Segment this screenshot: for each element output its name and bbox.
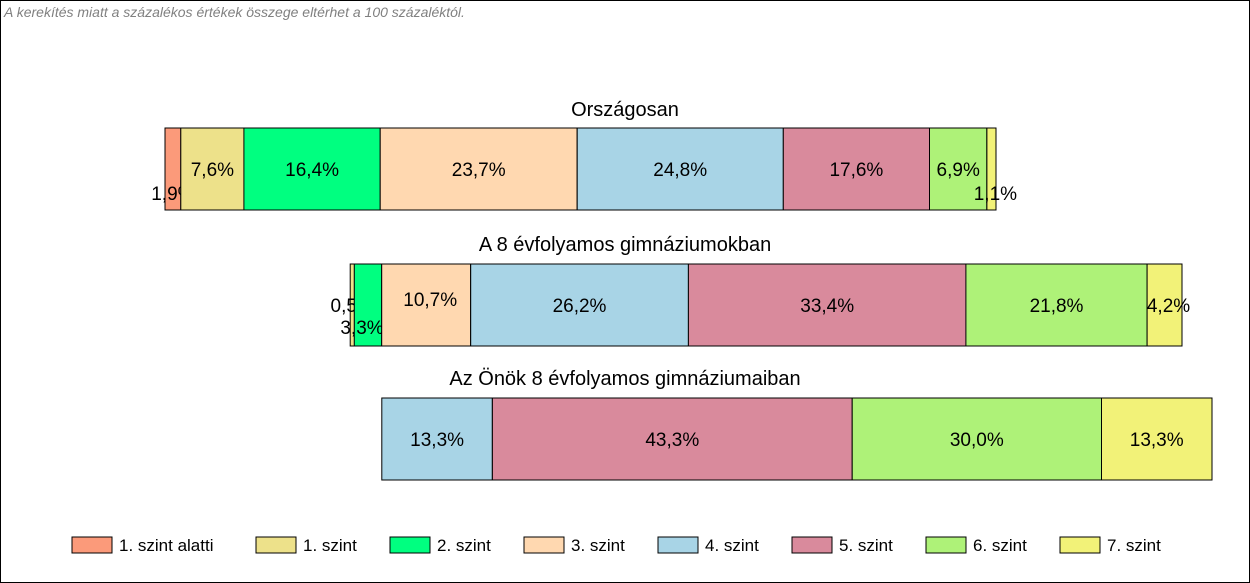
bar-segment — [782, 127, 931, 211]
bar-segment — [491, 397, 853, 481]
bar-segment — [687, 263, 967, 347]
data-label: 3,3% — [340, 318, 383, 339]
group-title: Az Önök 8 évfolyamos gimnáziumaiban — [449, 368, 800, 390]
legend-swatch — [1059, 536, 1101, 554]
legend: 1. szint alatti 1. szint 2. szint 3. szint 4… — [71, 536, 1161, 555]
data-label: 7,6% — [191, 160, 234, 181]
legend-label: 1. szint — [303, 536, 357, 555]
data-label: 23,7% — [452, 160, 506, 181]
legend-label: 3. szint — [571, 536, 625, 555]
legend-label: 1. szint alatti — [119, 536, 214, 555]
group-title: Országosan — [571, 99, 679, 121]
bar-segment — [381, 397, 493, 481]
data-label: 13,3% — [410, 430, 464, 451]
bar-segment — [851, 397, 1103, 481]
legend-item: 2. szint — [389, 536, 491, 555]
bar-group-1: A 8 évfolyamos gimnáziumokban0,5%3,3%10,… — [331, 234, 1190, 347]
bar-segment — [965, 263, 1148, 347]
data-label: 13,3% — [1130, 430, 1184, 451]
legend-swatch — [71, 536, 113, 554]
legend-label: 6. szint — [973, 536, 1027, 555]
bar-segment — [243, 127, 381, 211]
legend-swatch — [657, 536, 699, 554]
legend-label: 5. szint — [839, 536, 893, 555]
legend-label: 4. szint — [705, 536, 759, 555]
data-label: 16,4% — [285, 160, 339, 181]
legend-swatch — [791, 536, 833, 554]
data-label: 43,3% — [645, 430, 699, 451]
data-label: 6,9% — [937, 160, 980, 181]
data-label: 4,2% — [1147, 296, 1190, 317]
legend-item: 1. szint — [255, 536, 357, 555]
legend-swatch — [925, 536, 967, 554]
bar-segment — [470, 263, 689, 347]
legend-label: 2. szint — [437, 536, 491, 555]
legend-item: 6. szint — [925, 536, 1027, 555]
data-label: 17,6% — [829, 160, 883, 181]
legend-swatch — [523, 536, 565, 554]
legend-label: 7. szint — [1107, 536, 1161, 555]
bar-segment — [1101, 397, 1213, 481]
bar-segment — [986, 127, 997, 211]
rounding-note: A kerekítés miatt a százalékos értékek ö… — [4, 4, 465, 20]
legend-swatch — [389, 536, 431, 554]
data-label: 1,1% — [974, 184, 1017, 205]
bar-segment — [929, 127, 988, 211]
bar-segment — [180, 127, 245, 211]
data-label: 26,2% — [553, 296, 607, 317]
legend-item: 4. szint — [657, 536, 759, 555]
group-title: A 8 évfolyamos gimnáziumokban — [479, 234, 771, 256]
legend-swatch — [255, 536, 297, 554]
legend-item: 3. szint — [523, 536, 625, 555]
legend-item: 7. szint — [1059, 536, 1161, 555]
bar-segment — [1146, 263, 1183, 347]
data-label: 10,7% — [403, 290, 457, 311]
data-label: 33,4% — [800, 296, 854, 317]
legend-item: 1. szint alatti — [71, 536, 214, 555]
legend-item: 5. szint — [791, 536, 893, 555]
bar-segment — [576, 127, 784, 211]
data-label: 24,8% — [653, 160, 707, 181]
bar-segment — [353, 263, 383, 347]
data-label: 30,0% — [950, 430, 1004, 451]
data-label: 21,8% — [1030, 296, 1084, 317]
bar-group-2: Az Önök 8 évfolyamos gimnáziumaiban 13,3%… — [381, 368, 1213, 481]
